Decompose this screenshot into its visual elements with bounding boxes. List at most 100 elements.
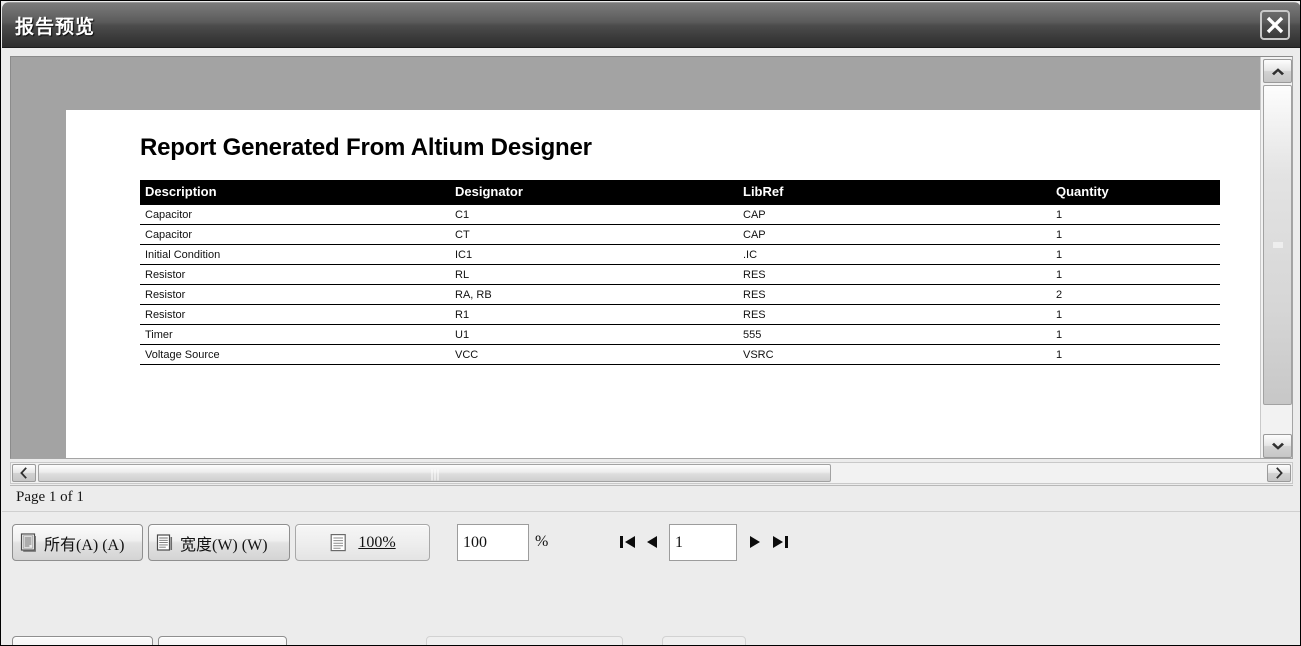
column-header-description: Description [140,180,450,205]
table-row: Voltage Source VCC VSRC 1 [140,344,1220,365]
zoom-percent-value: 100 [463,533,487,551]
bom-table: Description Designator LibRef Quantity C… [140,180,1220,365]
action-toolbar: 输出(E) (E).. 打印(P) (P).. 打开报告(O) (O).. [2,573,1300,646]
triangle-left-icon [647,536,657,548]
window-titlebar: 报告预览 [2,2,1300,48]
cell-quantity: 1 [1051,304,1220,325]
cell-libref: RES [738,284,1051,305]
column-header-quantity: Quantity [1051,180,1220,205]
preview-canvas[interactable]: Report Generated From Altium Designer De… [11,57,1260,458]
percent-label: % [535,533,549,550]
print-preview-region: Report Generated From Altium Designer De… [10,56,1293,459]
cell-libref: VSRC [738,344,1051,365]
horizontal-scrollbar[interactable] [10,462,1293,484]
previous-page-button[interactable] [641,530,663,554]
cell-designator: C1 [450,204,738,225]
scroll-up-button[interactable] [1263,59,1292,83]
page-status-text: Page 1 of 1 [16,489,84,505]
actual-size-label-text: 100% [358,533,396,551]
next-page-button[interactable] [744,530,766,554]
scroll-right-button[interactable] [1267,464,1291,482]
cell-description: Resistor [140,284,450,305]
open-report-button: 打开报告(O) (O).. [426,636,623,646]
page-number-value: 1 [675,533,683,551]
cell-designator: RA, RB [450,284,738,305]
cell-designator: R1 [450,304,738,325]
chevron-up-icon [1264,60,1291,82]
vertical-scrollbar-thumb[interactable] [1263,85,1292,405]
cell-quantity: 1 [1051,264,1220,285]
close-window-button[interactable] [1260,10,1290,40]
chevron-down-icon [1264,435,1291,457]
close-x-icon [1266,16,1284,34]
last-page-icon [773,536,788,548]
page-number-input[interactable]: 1 [669,524,737,561]
table-header-row: Description Designator LibRef Quantity [140,180,1220,205]
chevron-right-icon [1268,465,1290,481]
cell-libref: CAP [738,224,1051,245]
cell-designator: VCC [450,344,738,365]
actual-size-button[interactable]: 100% [295,524,430,561]
table-row: Initial Condition IC1 .IC 1 [140,244,1220,265]
window-client-area: Report Generated From Altium Designer De… [2,48,1300,646]
triangle-right-icon [750,536,760,548]
cell-quantity: 1 [1051,324,1220,345]
column-header-designator: Designator [450,180,738,205]
first-page-button[interactable] [616,530,640,554]
export-button[interactable]: 输出(E) (E).. [12,636,153,646]
fit-width-icon [156,534,173,551]
cell-libref: CAP [738,204,1051,225]
cell-description: Timer [140,324,450,345]
fit-all-button[interactable]: 所有(A) (A) [12,524,143,561]
cell-quantity: 1 [1051,204,1220,225]
stop-button: 停止(S) (S) [662,636,746,646]
cell-libref: RES [738,264,1051,285]
cell-quantity: 1 [1051,344,1220,365]
document-icon [330,534,347,552]
table-row: Resistor R1 RES 1 [140,304,1220,325]
cell-designator: CT [450,224,738,245]
status-bar: Page 1 of 1 [10,485,1293,509]
scroll-left-button[interactable] [12,464,36,482]
zoom-percent-input[interactable]: 100 [457,524,529,561]
print-label: 打印(P) (P).. [190,643,273,646]
cell-description: Initial Condition [140,244,450,265]
cell-libref: .IC [738,244,1051,265]
open-report-label: 打开报告(O) (O).. [449,643,569,646]
table-row: Resistor RA, RB RES 2 [140,284,1220,305]
window-title: 报告预览 [15,16,96,38]
cell-description: Resistor [140,304,450,325]
cell-designator: U1 [450,324,738,345]
cell-description: Resistor [140,264,450,285]
fit-all-label: 所有(A) (A) [44,536,125,554]
grip-lines-icon [1272,242,1283,249]
fit-page-icon [20,533,36,552]
table-row: Timer U1 555 1 [140,324,1220,345]
stop-label: 停止(S) (S) [663,643,731,646]
cell-description: Capacitor [140,204,450,225]
report-heading: Report Generated From Altium Designer [140,134,592,161]
actual-size-label: 100% [358,534,395,552]
fit-width-button[interactable]: 宽度(W) (W) [148,524,290,561]
scroll-down-button[interactable] [1263,434,1292,458]
cell-quantity: 2 [1051,284,1220,305]
cell-description: Capacitor [140,224,450,245]
table-row: Capacitor C1 CAP 1 [140,204,1220,225]
horizontal-scrollbar-thumb[interactable] [38,464,831,482]
cell-designator: RL [450,264,738,285]
vertical-scrollbar[interactable] [1260,57,1292,458]
print-button[interactable]: 打印(P) (P).. [158,636,287,646]
cell-quantity: 1 [1051,244,1220,265]
last-page-button[interactable] [768,530,792,554]
cell-libref: RES [738,304,1051,325]
grip-lines-icon [430,468,439,481]
first-page-icon [620,536,635,548]
chevron-left-icon [13,465,35,481]
cell-quantity: 1 [1051,224,1220,245]
preview-page: Report Generated From Altium Designer De… [66,110,1260,458]
zoom-toolbar: 所有(A) (A) 宽度(W) (W) [2,511,1300,573]
table-row: Resistor RL RES 1 [140,264,1220,285]
cell-libref: 555 [738,324,1051,345]
export-label: 输出(E) (E).. [44,643,129,646]
